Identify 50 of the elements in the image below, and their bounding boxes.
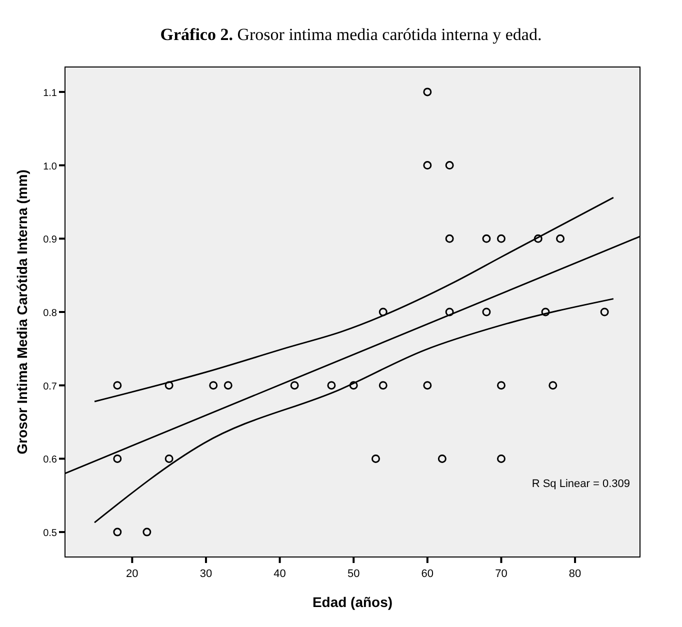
y-tick-label: 0.5 [43,528,58,540]
point [556,234,565,243]
point [423,381,432,390]
point [445,308,454,316]
point [445,161,454,170]
y-tick-label: 1.1 [43,88,58,99]
x-tick-label: 50 [347,568,360,580]
point [290,381,299,390]
y-axis-title: Grosor Intima Media Carótida Interna (mm) [14,170,30,454]
point [438,454,446,463]
y-tick-label: 0.7 [43,381,58,392]
point [445,234,454,243]
point [534,234,542,243]
point [327,381,336,390]
point [224,381,232,390]
point [423,88,432,96]
point [164,381,174,390]
x-tick-label: 40 [274,568,286,580]
point [541,308,550,316]
point [548,381,558,390]
point [378,381,388,390]
point [349,381,358,390]
y-tick-label: 0.8 [43,308,58,319]
x-tick-label: 20 [126,568,138,580]
x-tick-label: 30 [200,568,212,580]
annotation: R Sq Linear = 0.309 [532,478,630,490]
x-tick-label: 60 [421,568,434,580]
x-tick-label: 80 [568,568,582,580]
point [209,381,218,390]
y-tick-label: 0.6 [43,454,58,466]
point [423,161,432,170]
point [482,234,491,243]
line-series [94,196,614,402]
point [378,308,388,316]
point [372,454,380,463]
y-tick-label: 0.9 [43,234,58,246]
point [113,381,122,390]
point [600,308,609,316]
point [496,234,506,243]
chart-title: Gráfico 2. Grosor intima media carótida interna y edad. [160,25,542,44]
point [496,381,506,390]
x-tick-label: 70 [495,568,508,580]
point [142,528,152,536]
point [113,454,122,463]
y-tick-label: 1.0 [43,161,58,172]
point [113,528,122,536]
point [496,454,506,463]
x-axis-title: Edad (años) [312,594,393,610]
point [482,308,491,316]
point [164,454,174,463]
